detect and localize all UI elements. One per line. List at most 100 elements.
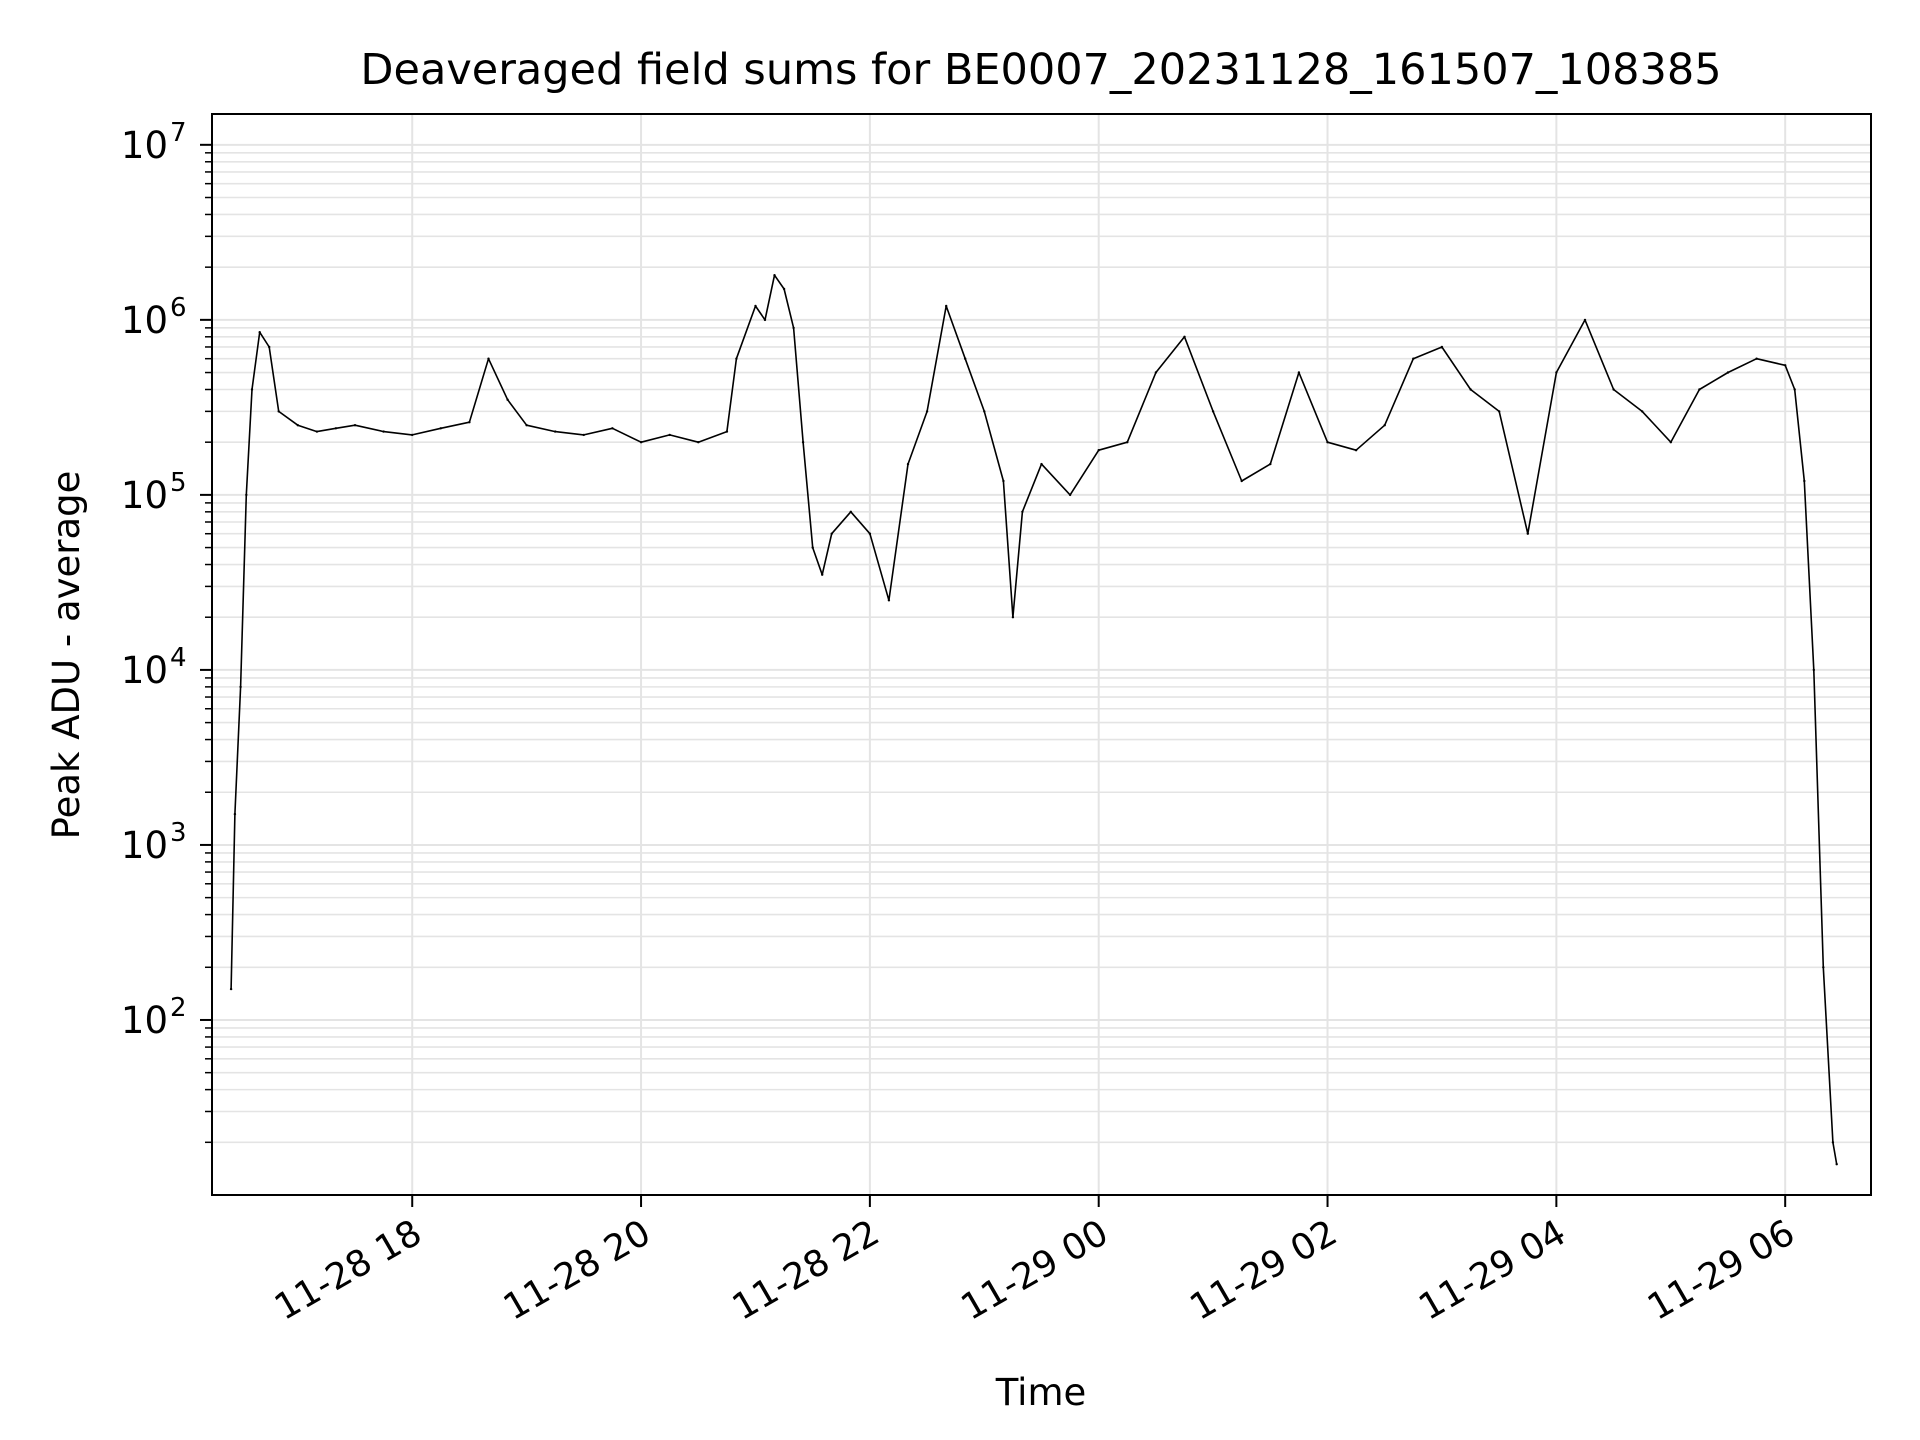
data-point: [830, 532, 833, 535]
data-point: [1612, 388, 1615, 391]
data-point: [735, 357, 738, 360]
data-point: [411, 433, 414, 437]
data-point: [245, 493, 248, 497]
data-point: [782, 287, 786, 291]
y-tick-label: 10: [121, 474, 168, 517]
data-point: [439, 427, 442, 430]
data-point: [1154, 371, 1158, 374]
y-tick-label: 10: [121, 649, 168, 692]
y-tick-exponent: 5: [170, 468, 187, 498]
data-point: [1755, 357, 1758, 360]
data-point: [1354, 449, 1358, 452]
y-tick-label: 10: [121, 999, 168, 1042]
data-point: [258, 331, 261, 334]
data-point: [1440, 345, 1444, 349]
data-point: [582, 433, 585, 437]
data-point: [296, 424, 299, 427]
data-point: [1412, 357, 1415, 360]
y-tick-label: 10: [121, 124, 168, 167]
data-point: [229, 987, 233, 991]
data-point: [1835, 1163, 1838, 1166]
data-point: [239, 685, 242, 689]
data-point: [697, 441, 700, 444]
data-point: [268, 345, 271, 349]
data-point: [1641, 410, 1644, 413]
data-point: [983, 410, 986, 413]
data-point: [334, 427, 338, 430]
data-point: [353, 424, 357, 427]
data-point: [1726, 371, 1730, 374]
data-point: [1211, 410, 1215, 413]
data-point: [1269, 462, 1272, 466]
data-point: [1326, 441, 1329, 444]
data-point: [250, 388, 254, 391]
y-tick-label: 10: [121, 299, 168, 342]
data-point: [1011, 616, 1015, 619]
data-point: [1822, 966, 1825, 969]
data-point: [811, 546, 814, 549]
data-point: [1831, 1141, 1835, 1144]
data-point: [1021, 510, 1024, 513]
data-point: [668, 433, 671, 437]
data-point: [468, 421, 471, 424]
data-point: [792, 326, 795, 330]
data-point: [639, 441, 643, 444]
data-point: [1297, 371, 1301, 374]
data-point: [925, 410, 929, 413]
series-line: [230, 274, 1838, 1165]
data-point: [801, 441, 805, 444]
plot-area-frame: [211, 113, 1872, 1196]
y-tick-exponent: 2: [170, 993, 187, 1023]
data-point: [611, 427, 614, 430]
grid-layer: [212, 114, 1871, 1196]
data-point: [315, 430, 319, 433]
y-tick-label: 10: [121, 824, 168, 867]
data-point: [1793, 388, 1796, 391]
data-point: [906, 462, 910, 466]
data-point: [763, 318, 767, 322]
data-point: [1812, 668, 1816, 672]
data-point: [1240, 479, 1243, 483]
data-point: [277, 410, 280, 413]
y-tick-exponent: 7: [170, 118, 187, 148]
data-point: [1068, 493, 1072, 497]
data-point: [887, 599, 891, 602]
data-point: [1469, 388, 1472, 391]
data-point: [1669, 441, 1673, 444]
data-point: [1040, 462, 1043, 466]
data-point: [1526, 532, 1530, 535]
data-point: [1583, 318, 1587, 322]
x-axis-label: Time: [995, 1371, 1087, 1414]
y-axis-label: Peak ADU - average: [45, 471, 88, 840]
data-point: [1784, 364, 1787, 367]
data-point: [725, 430, 729, 433]
data-point: [945, 304, 948, 308]
data-point: [868, 532, 872, 535]
data-point: [1383, 424, 1386, 427]
data-point: [964, 357, 967, 360]
data-point: [1498, 410, 1501, 413]
y-tick-exponent: 6: [170, 293, 187, 323]
data-point: [849, 510, 852, 513]
data-point: [382, 430, 385, 433]
data-point: [1126, 441, 1129, 444]
data-point: [1097, 449, 1100, 452]
data-point: [1002, 479, 1005, 483]
data-point: [554, 430, 557, 433]
chart-title: Deaveraged field sums for BE0007_2023112…: [360, 45, 1721, 95]
data-point: [1555, 371, 1558, 374]
data-point: [506, 398, 509, 401]
data-point: [821, 573, 824, 576]
data-point: [487, 357, 490, 360]
data-point: [754, 304, 757, 308]
data-point: [233, 812, 237, 816]
data-point: [1698, 388, 1701, 391]
data-point: [1803, 479, 1806, 483]
data-point: [525, 424, 528, 427]
data-point: [773, 274, 776, 277]
data-point: [1183, 335, 1186, 338]
y-tick-exponent: 3: [170, 818, 187, 848]
